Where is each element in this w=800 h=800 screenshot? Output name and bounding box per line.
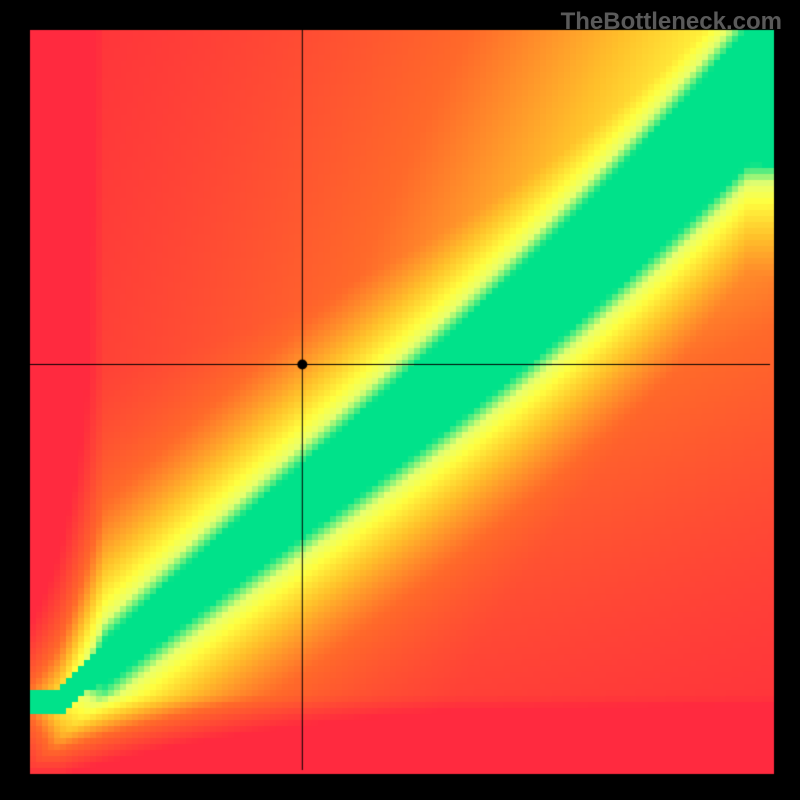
bottleneck-heatmap — [0, 0, 800, 800]
watermark-text: TheBottleneck.com — [561, 8, 782, 36]
